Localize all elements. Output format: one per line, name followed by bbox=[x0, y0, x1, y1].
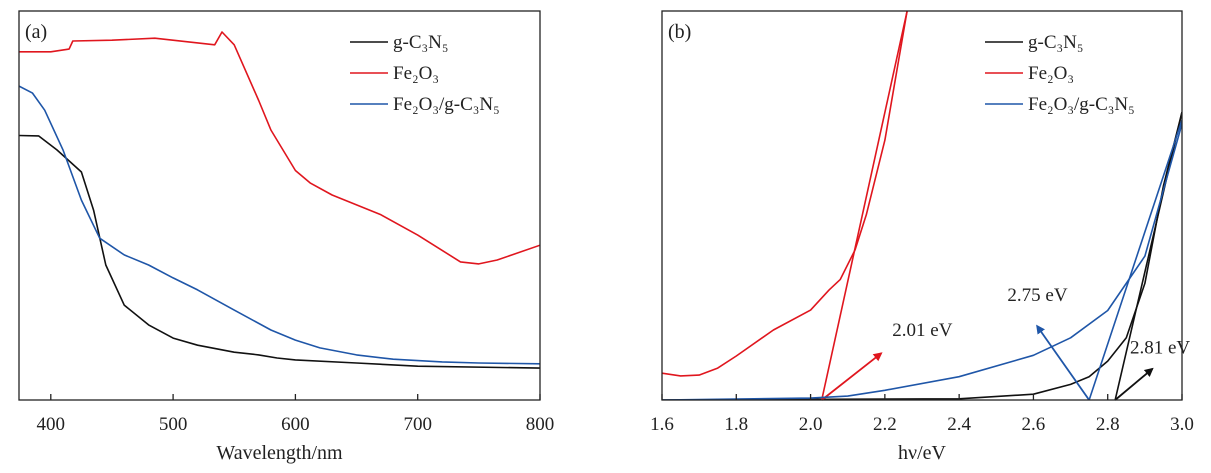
legend-label-1: Fe₂O₃ bbox=[1028, 63, 1074, 84]
annotation-arrow-1 bbox=[821, 352, 883, 401]
series-line-1 bbox=[19, 31, 540, 265]
annotation-arrow-0 bbox=[1114, 367, 1154, 401]
x-tick-label: 2.2 bbox=[873, 414, 897, 435]
x-axis-label: hν/eV bbox=[898, 442, 946, 464]
panel-label: (a) bbox=[25, 21, 47, 43]
x-tick-label: 3.0 bbox=[1170, 414, 1194, 435]
series-line-2 bbox=[662, 123, 1182, 400]
panel-b: 2.81 eV 2.01 eV 2.75 eV 1.6 1.8 2.0 2.2 2.4 2.6 2… bbox=[650, 10, 1194, 464]
x-tick-label: 500 bbox=[159, 414, 188, 435]
x-tick-label: 1.8 bbox=[724, 414, 748, 435]
tangent-line-1 bbox=[820, 11, 908, 400]
panel-label: (b) bbox=[668, 21, 691, 43]
series-line-1 bbox=[662, 11, 908, 377]
legend-label-0: g-C₃N₅ bbox=[393, 32, 448, 53]
panel-a: 400 500 600 700 800 Wavelength/nm (a) g-C₃N₅ Fe₂… bbox=[18, 10, 555, 464]
x-tick-label: 2.8 bbox=[1096, 414, 1120, 435]
series-line-0 bbox=[19, 134, 540, 369]
x-tick-label: 2.0 bbox=[799, 414, 823, 435]
tangent-line-0 bbox=[1114, 111, 1182, 400]
series-line-2 bbox=[19, 85, 540, 365]
x-tick-label: 800 bbox=[526, 414, 555, 435]
annotation-arrow-2 bbox=[1036, 324, 1090, 401]
legend-label-2: Fe₂O₃/g-C₃N₅ bbox=[393, 94, 500, 115]
x-tick-label: 2.6 bbox=[1022, 414, 1046, 435]
x-axis-label: Wavelength/nm bbox=[216, 442, 343, 464]
x-tick-label: 2.4 bbox=[947, 414, 971, 435]
plot-frame bbox=[18, 10, 541, 401]
x-tick-label: 1.6 bbox=[650, 414, 674, 435]
x-tick-label: 600 bbox=[281, 414, 310, 435]
annotation-label-0: 2.81 eV bbox=[1130, 337, 1190, 358]
legend-label-0: g-C₃N₅ bbox=[1028, 32, 1083, 53]
annotation-label-1: 2.01 eV bbox=[892, 320, 952, 341]
x-tick-label: 700 bbox=[403, 414, 432, 435]
plot-frame bbox=[661, 10, 1183, 401]
tangent-line-2 bbox=[1088, 119, 1182, 400]
legend-label-2: Fe₂O₃/g-C₃N₅ bbox=[1028, 94, 1135, 115]
x-tick-label: 400 bbox=[37, 414, 66, 435]
legend-label-1: Fe₂O₃ bbox=[393, 63, 439, 84]
annotation-label-2: 2.75 eV bbox=[1007, 285, 1067, 306]
